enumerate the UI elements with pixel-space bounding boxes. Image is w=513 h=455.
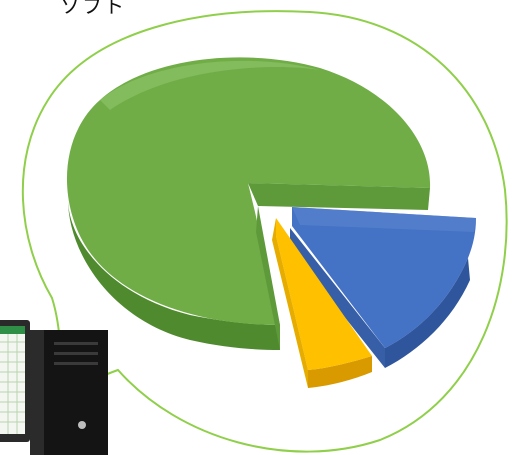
pie-slice-yellow (276, 218, 372, 370)
pie-slice-yellow-face (272, 218, 308, 388)
pie-slice-blue-side (385, 258, 470, 368)
desktop-tower-icon (30, 330, 108, 455)
pie-slice-green (66, 57, 431, 325)
cropped-header-text: ソフト (60, 0, 126, 18)
spreadsheet-monitor-icon (0, 320, 30, 442)
pie-slice-green-highlight (100, 60, 320, 110)
pie-slice-green-cut-face-2 (256, 206, 280, 350)
pie-slice-green-cut-face (248, 183, 430, 210)
pie-slice-blue-face (290, 228, 385, 368)
pie-slice-yellow-side (308, 356, 372, 388)
pie-slice-green-side (67, 195, 280, 350)
pie-slice-blue (292, 207, 476, 348)
pie-slice-blue-highlight (292, 207, 476, 232)
